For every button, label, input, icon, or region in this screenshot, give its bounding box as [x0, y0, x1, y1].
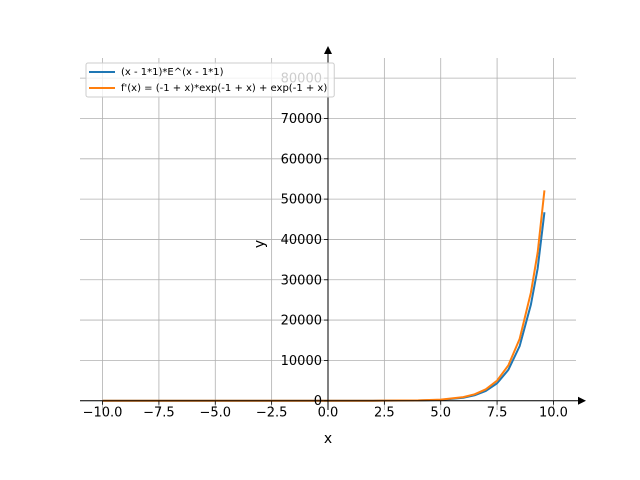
y-axis-title: y [252, 240, 268, 248]
y-axis-arrow [324, 46, 332, 54]
x-tick-label: 5.0 [430, 406, 451, 421]
y-tick-label: 60000 [281, 152, 322, 167]
axes [80, 46, 586, 410]
legend-box [85, 62, 335, 98]
y-tick-label: 10000 [281, 354, 322, 369]
x-tick-label: 7.5 [487, 406, 508, 421]
legend: (x - 1*1)*E^(x - 1*1) f'(x) = (-1 + x)*e… [85, 62, 335, 98]
y-tick-label: 30000 [281, 273, 322, 288]
ticks: −10.0 −7.5 −5.0 −2.5 0.0 2.5 5.0 7.5 10.0 0 10000 2… [83, 72, 568, 421]
x-tick-label: −10.0 [83, 406, 123, 421]
x-axis-title: x [324, 431, 332, 447]
x-tick-label: 0.0 [318, 406, 339, 421]
x-tick-label: 2.5 [374, 406, 395, 421]
series-line [102, 190, 546, 402]
y-tick-label: 40000 [281, 233, 322, 248]
x-tick-label: −5.0 [199, 406, 231, 421]
series-line [102, 212, 546, 402]
y-tick-label: 50000 [281, 193, 322, 208]
y-tick-label: 0 [314, 394, 322, 409]
x-tick-label: 10.0 [539, 406, 568, 421]
legend-label: (x - 1*1)*E^(x - 1*1) [121, 67, 224, 78]
series-layer [102, 190, 546, 402]
x-axis-arrow [578, 396, 586, 405]
x-tick-label: −2.5 [256, 406, 288, 421]
x-tick-label: −7.5 [143, 406, 175, 421]
y-tick-label: 70000 [281, 112, 322, 127]
y-tick-label: 20000 [281, 314, 322, 329]
legend-label: f'(x) = (-1 + x)*exp(-1 + x) + exp(-1 + … [121, 83, 327, 94]
